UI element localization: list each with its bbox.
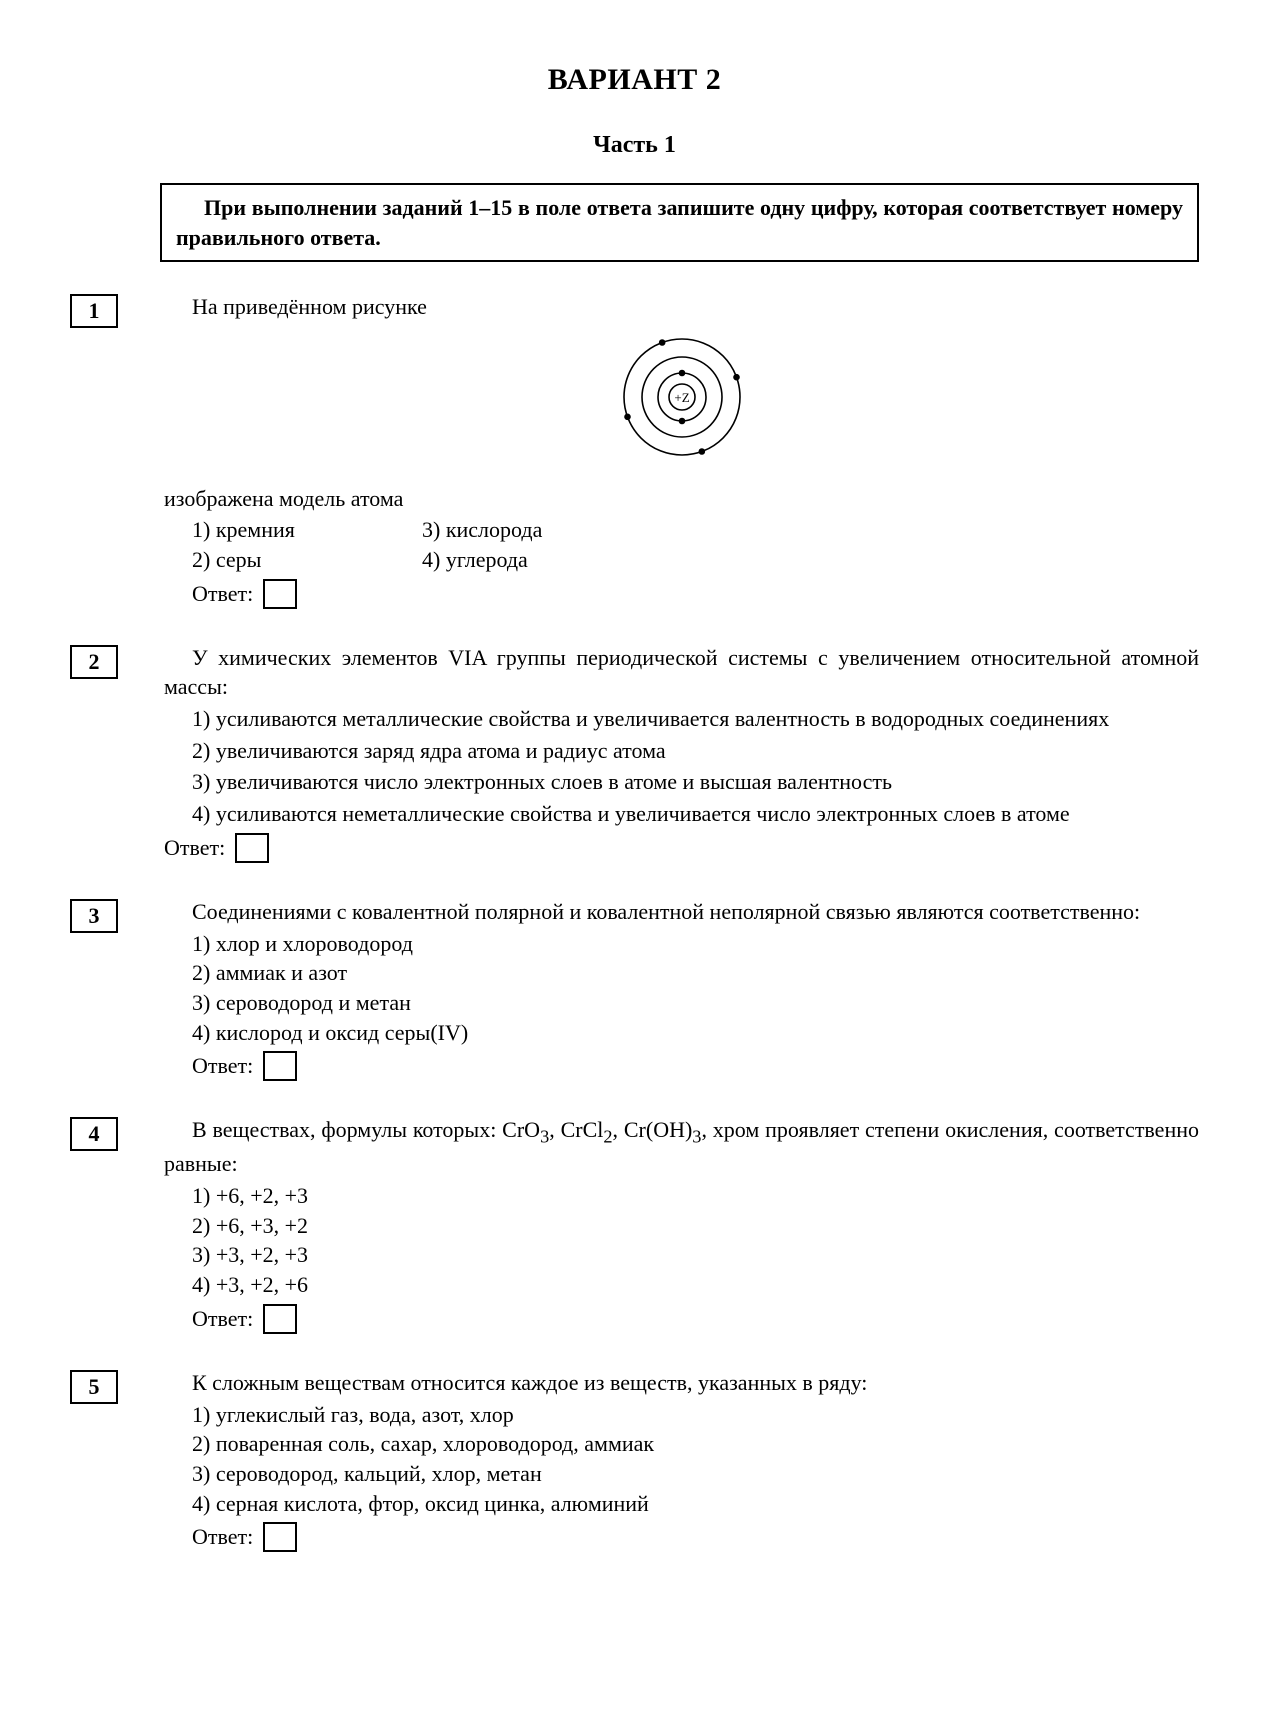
q2-opt: 3) увеличиваются число электронных слоев… [164,767,1199,797]
answer-input-box[interactable] [263,1304,297,1334]
question-2: 2 У химических элементов VIA группы пери… [70,643,1199,863]
question-number: 5 [70,1370,118,1404]
q4-options: 1) +6, +2, +3 2) +6, +3, +2 3) +3, +2, +… [192,1181,1199,1300]
question-4: 4 В веществах, формулы которых: CrO3, Cr… [70,1115,1199,1334]
instruction-text: При выполнении заданий 1–15 в поле ответ… [176,193,1183,252]
q1-opt: 3) кислорода [422,515,652,545]
q3-options: 1) хлор и хлороводород 2) аммиак и азот … [192,929,1199,1048]
q1-continuation: изображена модель атома [164,484,1199,514]
q3-opt: 3) сероводород и метан [192,988,1199,1018]
q5-opt: 1) углекислый газ, вода, азот, хлор [192,1400,1199,1430]
answer-label: Ответ: [192,1522,253,1552]
q5-options: 1) углекислый газ, вода, азот, хлор 2) п… [192,1400,1199,1519]
question-5: 5 К сложным веществам относится каждое и… [70,1368,1199,1552]
q1-opt: 2) серы [192,545,422,575]
answer-label: Ответ: [164,833,225,863]
q2-opt: 4) усиливаются неметаллические свойства … [164,799,1199,829]
q5-lead: К сложным веществам относится каждое из … [164,1368,1199,1398]
question-number: 3 [70,899,118,933]
q2-lead: У химических элементов VIA группы период… [164,643,1199,702]
question-1: 1 На приведённом рисунке +Z изображена м… [70,292,1199,608]
q3-opt: 2) аммиак и азот [192,958,1199,988]
q2-opt: 1) усиливаются металлические свойства и … [164,704,1199,734]
instruction-box: При выполнении заданий 1–15 в поле ответ… [160,183,1199,262]
part-subtitle: Часть 1 [70,129,1199,161]
q1-options: 1) кремния 2) серы 3) кислорода 4) углер… [192,515,1199,574]
question-number: 2 [70,645,118,679]
answer-row: Ответ: [164,833,1199,863]
q2-opt: 2) увеличиваются заряд ядра атома и ради… [164,736,1199,766]
question-number: 4 [70,1117,118,1151]
question-number: 1 [70,294,118,328]
answer-input-box[interactable] [263,1051,297,1081]
answer-row: Ответ: [192,1051,1199,1081]
q4-opt: 3) +3, +2, +3 [192,1240,1199,1270]
q3-opt: 4) кислород и оксид серы(IV) [192,1018,1199,1048]
atom-diagram: +Z [164,332,1199,470]
q1-opt: 4) углерода [422,545,652,575]
q4-opt: 4) +3, +2, +6 [192,1270,1199,1300]
answer-label: Ответ: [192,1051,253,1081]
answer-label: Ответ: [192,1304,253,1334]
q4-opt: 2) +6, +3, +2 [192,1211,1199,1241]
q5-opt: 2) поваренная соль, сахар, хлороводород,… [192,1429,1199,1459]
svg-text:+Z: +Z [674,390,689,405]
q5-opt: 3) сероводород, кальций, хлор, метан [192,1459,1199,1489]
variant-title: ВАРИАНТ 2 [70,60,1199,101]
q5-opt: 4) серная кислота, фтор, оксид цинка, ал… [192,1489,1199,1519]
q1-lead: На приведённом рисунке [164,292,1199,322]
question-3: 3 Соединениями с ковалентной полярной и … [70,897,1199,1081]
answer-input-box[interactable] [263,1522,297,1552]
answer-input-box[interactable] [263,579,297,609]
answer-row: Ответ: [192,1522,1199,1552]
answer-row: Ответ: [192,579,1199,609]
q3-opt: 1) хлор и хлороводород [192,929,1199,959]
q4-lead: В веществах, формулы которых: CrO3, CrCl… [164,1115,1199,1179]
answer-label: Ответ: [192,579,253,609]
q3-lead: Соединениями с ковалентной полярной и ко… [164,897,1199,927]
answer-input-box[interactable] [235,833,269,863]
q1-opt: 1) кремния [192,515,422,545]
answer-row: Ответ: [192,1304,1199,1334]
q4-opt: 1) +6, +2, +3 [192,1181,1199,1211]
